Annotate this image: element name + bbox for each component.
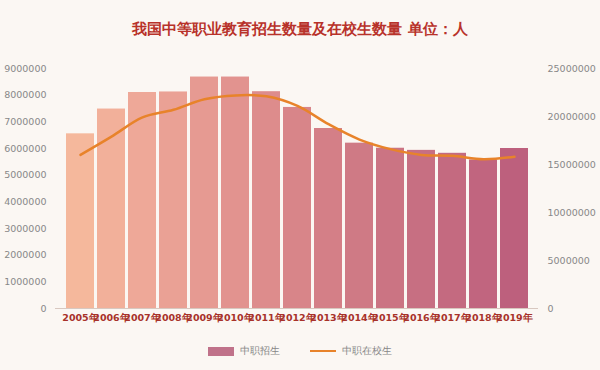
svg-text:6000000: 6000000 xyxy=(4,143,46,154)
svg-text:2014年: 2014年 xyxy=(341,312,378,324)
svg-text:9000000: 9000000 xyxy=(4,63,46,74)
svg-text:2000000: 2000000 xyxy=(4,249,46,260)
svg-text:2017年: 2017年 xyxy=(434,312,471,324)
svg-text:3000000: 3000000 xyxy=(4,223,46,234)
svg-text:2010年: 2010年 xyxy=(217,312,254,324)
svg-text:0: 0 xyxy=(548,303,554,314)
svg-text:2015年: 2015年 xyxy=(372,312,409,324)
svg-text:2007年: 2007年 xyxy=(124,312,161,324)
svg-text:2008年: 2008年 xyxy=(155,312,192,324)
svg-text:7000000: 7000000 xyxy=(4,116,46,127)
svg-text:0: 0 xyxy=(40,303,46,314)
svg-text:5000000: 5000000 xyxy=(548,255,590,266)
svg-text:2019年: 2019年 xyxy=(496,312,532,323)
svg-text:25000000: 25000000 xyxy=(548,63,596,74)
svg-text:2006年: 2006年 xyxy=(93,312,130,324)
svg-text:2016年: 2016年 xyxy=(403,312,440,324)
svg-text:2013年: 2013年 xyxy=(310,312,347,324)
html-text:中职在校生: 中职在校生 xyxy=(342,345,392,356)
svg-text:5000000: 5000000 xyxy=(4,169,46,180)
svg-text:15000000: 15000000 xyxy=(548,159,596,170)
svg-text:2005年: 2005年 xyxy=(62,312,99,324)
svg-text:20000000: 20000000 xyxy=(548,111,596,122)
svg-text:2012年: 2012年 xyxy=(279,312,316,324)
svg-text:4000000: 4000000 xyxy=(4,196,46,207)
svg-text:1000000: 1000000 xyxy=(4,276,46,287)
svg-text:8000000: 8000000 xyxy=(4,89,46,100)
svg-text:2009年: 2009年 xyxy=(186,312,223,324)
svg-text:2018年: 2018年 xyxy=(465,312,502,324)
svg-text:2011年: 2011年 xyxy=(248,312,285,324)
svg-text:10000000: 10000000 xyxy=(548,207,596,218)
html-text:中职招生: 中职招生 xyxy=(240,345,280,356)
html-text:我国中等职业教育招生数量及在校生数量 单位：人: 我国中等职业教育招生数量及在校生数量 单位：人 xyxy=(132,20,468,38)
